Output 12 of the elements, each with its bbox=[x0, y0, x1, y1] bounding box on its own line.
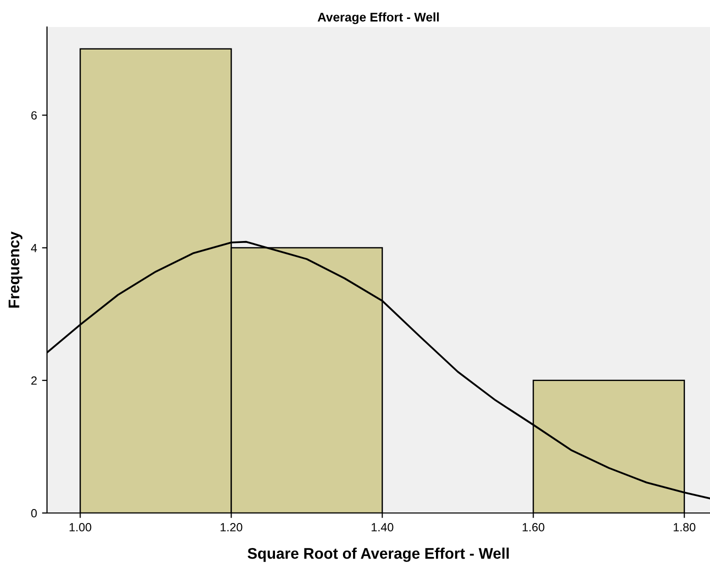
x-tick-label: 1.40 bbox=[372, 523, 394, 532]
x-axis-title: Square Root of Average Effort - Well bbox=[248, 548, 509, 562]
chart-title: Average Effort - Well bbox=[318, 12, 439, 24]
y-tick-label: 2 bbox=[31, 376, 37, 385]
x-tick-label: 1.00 bbox=[70, 523, 92, 532]
y-tick-label: 6 bbox=[31, 111, 37, 120]
x-tick-label: 1.20 bbox=[220, 523, 242, 532]
y-tick-label: 4 bbox=[30, 244, 37, 252]
y-tick-label: 0 bbox=[31, 509, 37, 518]
x-tick-label: 1.80 bbox=[674, 523, 696, 532]
x-tick-label: 1.60 bbox=[522, 523, 544, 532]
y-axis-title: Frequency bbox=[8, 231, 22, 308]
